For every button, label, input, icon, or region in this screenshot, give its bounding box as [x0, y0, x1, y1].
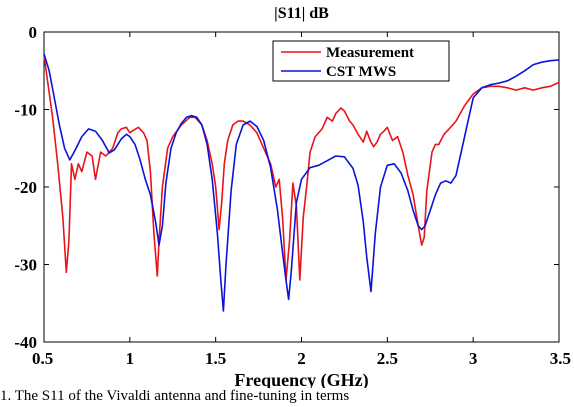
y-tick-label: -20: [14, 178, 37, 197]
x-tick-label: 3: [469, 349, 478, 368]
y-axis-ticks: 0 -10 -20 -30 -40: [14, 23, 559, 352]
series-line-cst-mws: [43, 53, 560, 312]
x-tick-label: 2.5: [377, 349, 398, 368]
series-lines: [43, 53, 560, 312]
x-axis-ticks: 0.5 1 1.5 2 2.5 3 3.5: [32, 32, 571, 368]
legend-box: [272, 40, 450, 82]
s11-chart: |S11| dB 0.5 1 1.5 2 2.5 3 3.5 0 -10 -20 -30 -40 F…: [14, 5, 571, 388]
x-tick-label: 3.5: [550, 349, 571, 368]
legend: Measurement CST MWS: [272, 40, 450, 82]
x-tick-label: 0.5: [32, 349, 53, 368]
y-tick-label: -30: [14, 256, 37, 275]
y-tick-label: 0: [29, 23, 38, 42]
legend-label-cst-mws: CST MWS: [326, 64, 396, 80]
figure-caption: 1. The S11 of the Vivaldi antenna and fi…: [0, 388, 350, 404]
x-tick-label: 1: [126, 349, 135, 368]
chart-title: |S11| dB: [274, 5, 329, 22]
plot-area: [43, 31, 560, 343]
x-tick-label: 2: [297, 349, 306, 368]
y-tick-label: -10: [14, 101, 37, 120]
x-tick-label: 1.5: [205, 349, 226, 368]
x-axis-label: Frequency (GHz): [234, 370, 368, 388]
legend-label-measurement: Measurement: [326, 45, 414, 61]
y-tick-label: -40: [14, 333, 37, 352]
